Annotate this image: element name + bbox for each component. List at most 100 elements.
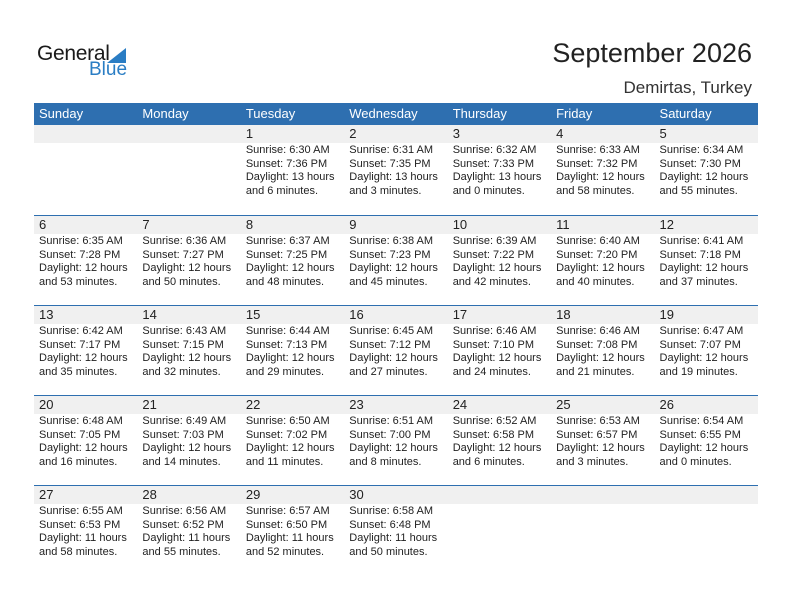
daylight1-text: Daylight: 13 hours [452,171,542,183]
sun-info: Sunrise: 6:39 AM Sunset: 7:22 PM Daylight:… [448,234,551,289]
daylight1-text: Daylight: 12 hours [142,442,232,454]
daylight1-text: Daylight: 12 hours [39,352,128,364]
sun-info: Sunrise: 6:33 AM Sunset: 7:32 PM Daylight:… [551,143,654,198]
sun-info: Sunrise: 6:53 AM Sunset: 6:57 PM Daylight:… [551,414,654,469]
day-cell: 6 Sunrise: 6:35 AM Sunset: 7:28 PM Daylight… [34,216,138,305]
sunset-text: Sunset: 6:53 PM [39,518,121,531]
sunrise-text: Sunrise: 6:30 AM [245,144,330,156]
sunset-text: Sunset: 7:17 PM [39,338,121,351]
day-cell: 13 Sunrise: 6:42 AM Sunset: 7:17 PM Dayligh… [34,306,138,395]
day-number: 27 [34,486,138,504]
sunset-text: Sunset: 7:32 PM [556,157,638,170]
sunrise-text: Sunrise: 6:58 AM [349,505,434,517]
sunset-text: Sunset: 7:05 PM [39,428,121,441]
sunset-text: Sunset: 7:18 PM [659,248,741,261]
sunset-text: Sunset: 7:27 PM [142,248,224,261]
empty-cell [654,486,758,575]
weekday-friday: Friday [556,106,593,121]
day-number: 19 [654,306,758,324]
day-number: 28 [137,486,241,504]
day-number: 7 [137,216,241,234]
daylight1-text: Daylight: 12 hours [556,352,645,364]
weekday-wednesday: Wednesday [349,106,418,121]
day-number: 30 [344,486,448,504]
sun-info: Sunrise: 6:40 AM Sunset: 7:20 PM Daylight:… [551,234,654,289]
day-cell: 22 Sunrise: 6:50 AM Sunset: 7:02 PM Dayligh… [240,396,345,485]
sunrise-text: Sunrise: 6:34 AM [659,144,744,156]
sunrise-text: Sunrise: 6:48 AM [39,415,123,427]
sunrise-text: Sunrise: 6:50 AM [245,415,330,427]
sunrise-text: Sunrise: 6:53 AM [556,415,640,427]
day-number: 18 [551,306,655,324]
daylight2-text: and 0 minutes. [659,455,732,468]
sun-info: Sunrise: 6:49 AM Sunset: 7:03 PM Daylight:… [137,414,240,469]
sunset-text: Sunset: 7:07 PM [659,338,741,351]
sunset-text: Sunset: 7:03 PM [142,428,224,441]
sun-info: Sunrise: 6:32 AM Sunset: 7:33 PM Daylight:… [448,143,551,198]
sun-info: Sunrise: 6:56 AM Sunset: 6:52 PM Daylight:… [137,504,240,559]
daylight1-text: Daylight: 12 hours [245,352,335,364]
daylight1-text: Daylight: 12 hours [659,171,749,183]
daylight1-text: Daylight: 12 hours [556,442,645,454]
day-cell: 1 Sunrise: 6:30 AM Sunset: 7:36 PM Daylight… [240,125,345,215]
sunset-text: Sunset: 7:22 PM [452,248,535,261]
day-number: 12 [654,216,758,234]
daylight1-text: Daylight: 12 hours [39,262,128,274]
sunrise-text: Sunrise: 6:45 AM [349,325,434,337]
sunset-text: Sunset: 6:57 PM [556,428,638,441]
sunrise-text: Sunrise: 6:37 AM [245,235,330,247]
sun-info: Sunrise: 6:41 AM Sunset: 7:18 PM Daylight:… [655,234,758,289]
sunrise-text: Sunrise: 6:39 AM [452,235,537,247]
daylight2-text: and 14 minutes. [142,455,221,468]
day-cell: 30 Sunrise: 6:58 AM Sunset: 6:48 PM Dayligh… [344,486,448,575]
sunset-text: Sunset: 6:48 PM [349,518,431,531]
weekday-monday: Monday [142,106,189,121]
daylight1-text: Daylight: 11 hours [142,532,231,544]
day-number [137,125,241,143]
daylight2-text: and 58 minutes. [556,184,635,197]
sunrise-text: Sunrise: 6:49 AM [142,415,227,427]
day-number: 21 [137,396,241,414]
daylight2-text: and 24 minutes. [452,365,531,378]
sunset-text: Sunset: 6:55 PM [659,428,741,441]
daylight1-text: Daylight: 12 hours [659,262,749,274]
daylight1-text: Daylight: 12 hours [142,262,232,274]
day-cell: 8 Sunrise: 6:37 AM Sunset: 7:25 PM Daylight… [240,216,345,305]
week-row: 6 Sunrise: 6:35 AM Sunset: 7:28 PM Daylight… [34,215,758,305]
daylight1-text: Daylight: 12 hours [452,442,542,454]
sunset-text: Sunset: 7:10 PM [452,338,535,351]
sunset-text: Sunset: 7:08 PM [556,338,638,351]
logo-word-general: General [37,42,110,65]
day-number: 1 [240,125,345,143]
daylight2-text: and 50 minutes. [142,275,221,288]
day-number [654,486,758,504]
sunset-text: Sunset: 7:12 PM [349,338,431,351]
sunrise-text: Sunrise: 6:43 AM [142,325,227,337]
daylight1-text: Daylight: 11 hours [39,532,127,544]
day-cell: 20 Sunrise: 6:48 AM Sunset: 7:05 PM Dayligh… [34,396,138,485]
day-number: 11 [551,216,655,234]
page-title: September 2026 [552,38,752,68]
daylight2-text: and 55 minutes. [142,545,221,558]
sunrise-text: Sunrise: 6:56 AM [142,505,227,517]
calendar: Sunday Monday Tuesday Wednesday Thursday Frid… [34,103,758,575]
weekday-header: Sunday Monday Tuesday Wednesday Thursday Frid… [34,103,758,125]
day-cell: 25 Sunrise: 6:53 AM Sunset: 6:57 PM Dayligh… [551,396,655,485]
day-number: 23 [344,396,448,414]
daylight2-text: and 6 minutes. [245,184,318,197]
sun-info: Sunrise: 6:45 AM Sunset: 7:12 PM Daylight:… [344,324,447,379]
day-number: 3 [447,125,552,143]
sunrise-text: Sunrise: 6:54 AM [659,415,744,427]
day-cell: 18 Sunrise: 6:46 AM Sunset: 7:08 PM Dayligh… [551,306,655,395]
daylight2-text: and 52 minutes. [245,545,325,558]
sunset-text: Sunset: 7:25 PM [245,248,328,261]
day-cell: 9 Sunrise: 6:38 AM Sunset: 7:23 PM Daylight… [344,216,448,305]
week-row: 1 Sunrise: 6:30 AM Sunset: 7:36 PM Daylight… [34,125,758,215]
day-number: 9 [344,216,448,234]
sunrise-text: Sunrise: 6:55 AM [39,505,123,517]
weekday-thursday: Thursday [452,106,507,121]
daylight2-text: and 35 minutes. [39,365,118,378]
logo-word-blue: Blue [89,59,128,80]
day-cell: 27 Sunrise: 6:55 AM Sunset: 6:53 PM Dayligh… [34,486,138,575]
sun-info: Sunrise: 6:55 AM Sunset: 6:53 PM Daylight:… [34,504,137,559]
